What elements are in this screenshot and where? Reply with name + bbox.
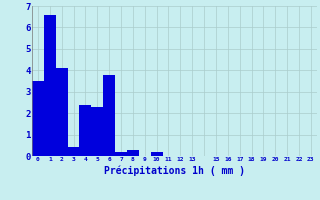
Bar xyxy=(79,105,91,156)
Bar xyxy=(32,81,44,156)
X-axis label: Précipitations 1h ( mm ): Précipitations 1h ( mm ) xyxy=(104,165,245,176)
Bar xyxy=(56,68,68,156)
Bar xyxy=(68,147,79,156)
Bar xyxy=(103,75,115,156)
Bar xyxy=(115,152,127,156)
Bar xyxy=(44,15,56,156)
Bar xyxy=(91,107,103,156)
Bar xyxy=(127,150,139,156)
Bar xyxy=(151,152,163,156)
